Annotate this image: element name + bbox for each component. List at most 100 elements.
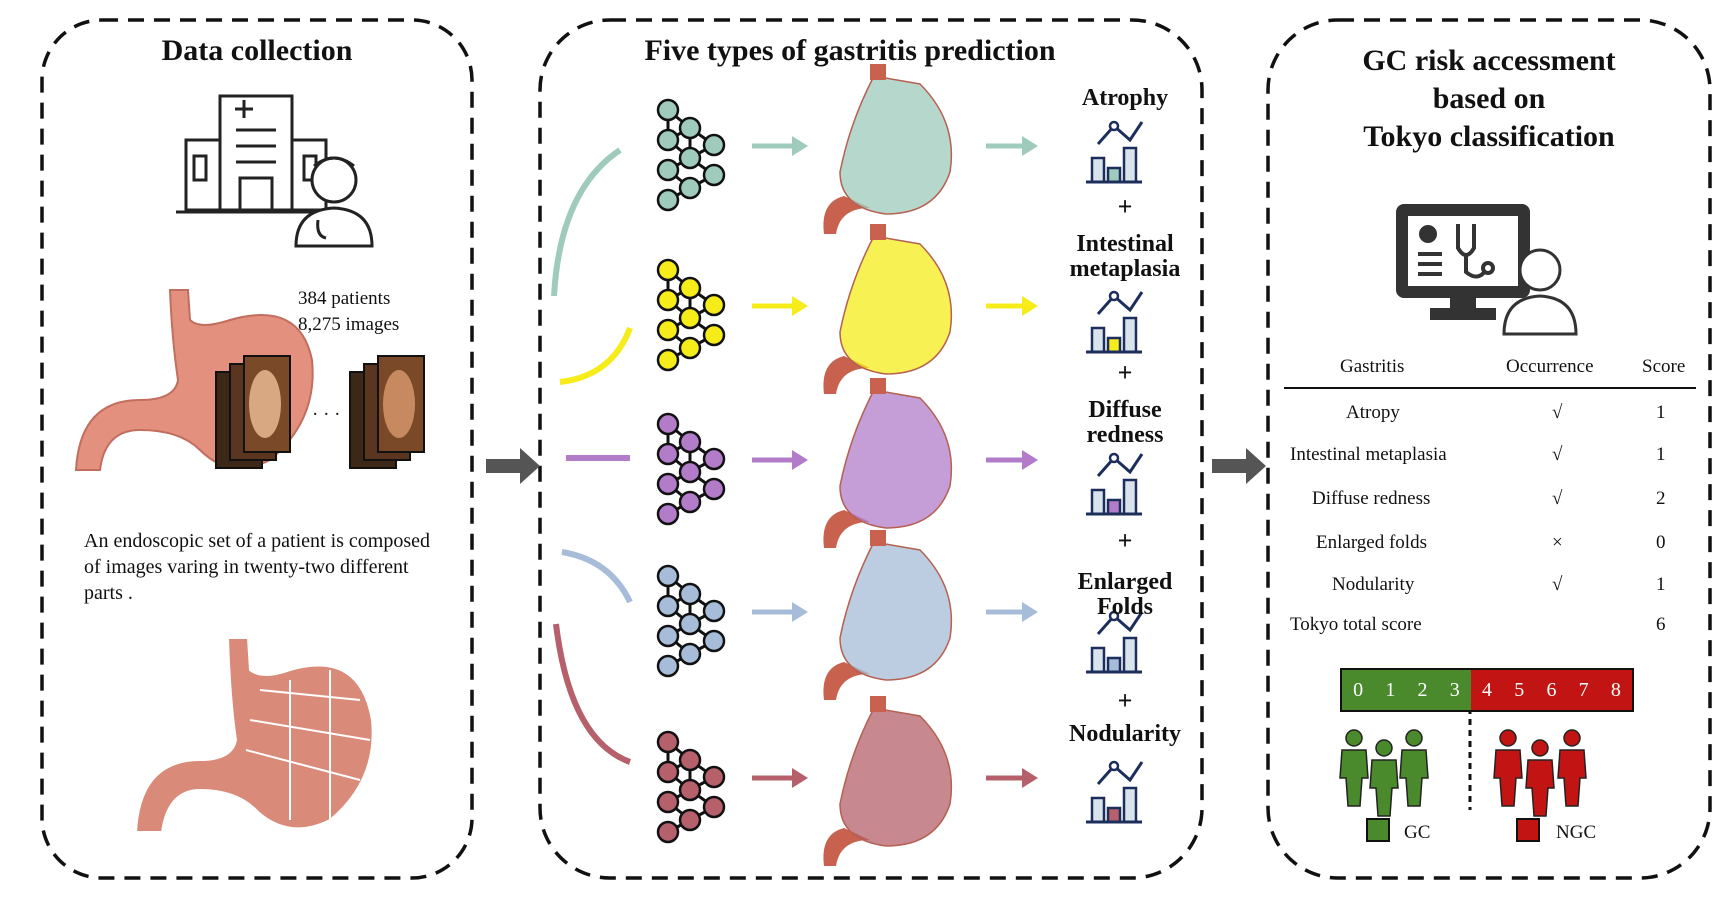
panel-prediction-frame bbox=[538, 18, 1204, 880]
table-cell-occurrence: √ bbox=[1552, 574, 1563, 595]
bar-chart-icon bbox=[1086, 290, 1144, 354]
score-scale-cell: 2 bbox=[1406, 670, 1440, 710]
network-icon bbox=[656, 730, 726, 844]
table-cell-occurrence: √ bbox=[1552, 488, 1563, 509]
total-score-label: Tokyo total score bbox=[1290, 614, 1422, 635]
score-scale-cell: 6 bbox=[1535, 670, 1569, 710]
arrow-to-stomach bbox=[752, 450, 808, 470]
legend-ngc-label: NGC bbox=[1556, 822, 1597, 843]
table-cell-occurrence: × bbox=[1552, 532, 1563, 553]
entry-arrow bbox=[561, 549, 633, 604]
table-cell-gastritis: Enlarged folds bbox=[1316, 532, 1427, 553]
label-intestinal-metaplasia: Intestinal metaplasia bbox=[1069, 231, 1181, 282]
panel-risk-frame bbox=[1266, 18, 1712, 880]
patient-count: 384 patients bbox=[298, 288, 391, 309]
table-cell-score: 0 bbox=[1656, 532, 1666, 553]
doctor-icon bbox=[294, 156, 374, 248]
network-icon bbox=[656, 564, 726, 678]
prediction-row-1 bbox=[559, 224, 1144, 394]
score-scale-cell: 3 bbox=[1438, 670, 1472, 710]
person-icon bbox=[1525, 739, 1555, 817]
segmented-stomach-illustration bbox=[134, 637, 374, 833]
plus-2: + bbox=[1117, 358, 1133, 387]
predicted-stomach bbox=[823, 378, 953, 548]
legend-gc-label: GC bbox=[1404, 822, 1431, 843]
legend-ngc-swatch bbox=[1516, 818, 1540, 842]
network-icon bbox=[656, 412, 726, 526]
label-nodularity: Nodularity bbox=[1068, 721, 1181, 747]
bar-chart-icon bbox=[1086, 610, 1144, 674]
score-scale-cell: 4 bbox=[1470, 670, 1505, 710]
table-cell-gastritis: Diffuse redness bbox=[1312, 488, 1431, 509]
panel-title-risk-line-1: GC risk accessment bbox=[1362, 44, 1616, 77]
predicted-stomach bbox=[823, 64, 953, 234]
bar-chart-icon bbox=[1086, 452, 1144, 516]
arrow-to-stomach bbox=[752, 768, 808, 788]
predicted-stomach bbox=[823, 696, 953, 866]
plus-4: + bbox=[1117, 686, 1133, 715]
arrow-to-output bbox=[986, 768, 1038, 788]
label-diffuse-redness: Diffuse redness bbox=[1086, 397, 1164, 448]
legend-gc-swatch bbox=[1366, 818, 1390, 842]
person-icon bbox=[1399, 729, 1429, 807]
prediction-row-3 bbox=[561, 530, 1144, 700]
table-cell-occurrence: √ bbox=[1552, 444, 1563, 465]
label-enlarged-folds: Enlarged Folds bbox=[1077, 569, 1173, 620]
prediction-row-2 bbox=[566, 378, 1144, 548]
panel-title-risk-line-2: based on bbox=[1432, 82, 1546, 115]
plus-3: + bbox=[1117, 526, 1133, 555]
score-scale-cell: 8 bbox=[1599, 670, 1632, 710]
arrow-to-output bbox=[986, 136, 1038, 156]
table-header-gastritis: Gastritis bbox=[1340, 356, 1405, 377]
prediction-rows bbox=[551, 64, 1144, 866]
arrow-to-output bbox=[986, 450, 1038, 470]
hospital-icon bbox=[176, 94, 330, 214]
arrow-to-stomach bbox=[752, 602, 808, 622]
flow-arrow-2 bbox=[1212, 448, 1266, 484]
arrow-to-output bbox=[986, 602, 1038, 622]
person-icon bbox=[1557, 729, 1587, 807]
plus-1: + bbox=[1117, 192, 1133, 221]
score-scale-cell: 5 bbox=[1503, 670, 1537, 710]
arrow-to-output bbox=[986, 296, 1038, 316]
total-score-value: 6 bbox=[1656, 614, 1666, 635]
panel-data-collection-frame bbox=[40, 18, 474, 880]
panel-title-risk-line-3: Tokyo classification bbox=[1363, 120, 1615, 153]
person-icon bbox=[1339, 729, 1369, 807]
predicted-stomach bbox=[823, 530, 953, 700]
image-count: 8,275 images bbox=[298, 314, 400, 335]
entry-arrow bbox=[551, 147, 622, 297]
table-cell-gastritis: Intestinal metaplasia bbox=[1290, 444, 1447, 465]
table-cell-gastritis: Atropy bbox=[1346, 402, 1400, 423]
person-icon bbox=[1369, 739, 1399, 817]
dataset-description: An endoscopic set of a patient is compos… bbox=[84, 530, 431, 604]
entry-arrow bbox=[553, 623, 632, 765]
doctor-icon-2 bbox=[1502, 248, 1578, 336]
bar-chart-icon bbox=[1086, 120, 1144, 184]
label-atrophy: Atrophy bbox=[1081, 85, 1169, 111]
image-ellipsis: · · · bbox=[312, 404, 341, 425]
table-header-score: Score bbox=[1642, 356, 1686, 377]
table-cell-score: 1 bbox=[1656, 402, 1666, 423]
score-scale-cell: 1 bbox=[1374, 670, 1408, 710]
predicted-stomach bbox=[823, 224, 953, 394]
flow-arrow-1 bbox=[486, 448, 540, 484]
endoscopy-image-stack bbox=[215, 355, 425, 469]
score-scale-cell: 7 bbox=[1567, 670, 1601, 710]
prediction-row-4 bbox=[553, 623, 1144, 866]
entry-arrow bbox=[559, 326, 633, 385]
prediction-row-0 bbox=[551, 64, 1144, 297]
table-cell-score: 1 bbox=[1656, 444, 1666, 465]
score-scale-cell: 0 bbox=[1342, 670, 1376, 710]
table-cell-gastritis: Nodularity bbox=[1332, 574, 1415, 595]
arrow-to-stomach bbox=[752, 136, 808, 156]
table-cell-score: 2 bbox=[1656, 488, 1666, 509]
table-cell-score: 1 bbox=[1656, 574, 1666, 595]
network-icon bbox=[656, 258, 726, 372]
table-cell-occurrence: √ bbox=[1552, 402, 1563, 423]
panel-title-prediction: Five types of gastritis prediction bbox=[644, 34, 1056, 67]
network-icon bbox=[656, 98, 726, 212]
